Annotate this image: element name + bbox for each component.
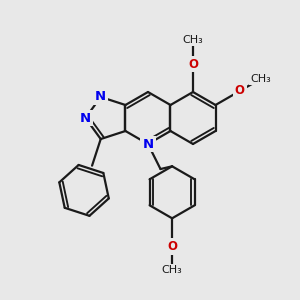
Text: O: O — [235, 85, 245, 98]
Text: O: O — [167, 240, 177, 253]
Text: CH₃: CH₃ — [250, 74, 271, 84]
Text: CH₃: CH₃ — [162, 265, 182, 275]
Text: N: N — [95, 91, 106, 103]
Text: CH₃: CH₃ — [183, 35, 203, 45]
Text: N: N — [142, 137, 154, 151]
Text: N: N — [80, 112, 91, 124]
Text: O: O — [188, 58, 198, 70]
